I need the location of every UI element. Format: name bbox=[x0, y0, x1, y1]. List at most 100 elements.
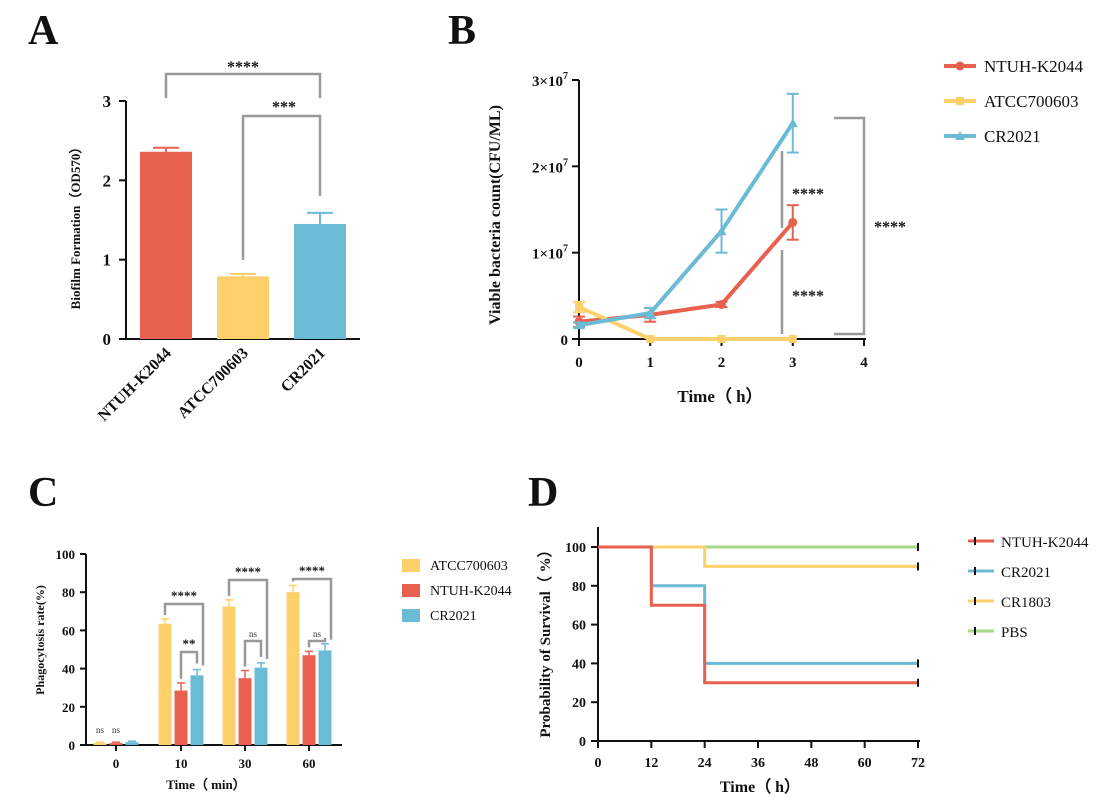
c-bar bbox=[302, 655, 316, 745]
c-sig-bracket-outer bbox=[291, 577, 333, 640]
b-y-tick-label: 0 bbox=[561, 333, 569, 349]
c-sig-bracket-inner bbox=[179, 650, 199, 679]
d-y-tick-label: 40 bbox=[572, 657, 586, 672]
b-data-point bbox=[716, 226, 727, 236]
b-legend-marker bbox=[956, 97, 964, 105]
d-y-tick-label: 20 bbox=[572, 696, 586, 711]
b-data-point bbox=[717, 299, 726, 309]
c-sig-label: ns bbox=[96, 725, 105, 735]
b-x-tick-label: 2 bbox=[718, 355, 726, 371]
b-x-axis-label: Time（ h） bbox=[677, 386, 762, 406]
b-legend-label: ATCC700603 bbox=[984, 92, 1078, 111]
a-sig-label-1: **** bbox=[227, 59, 259, 76]
b-data-point bbox=[788, 335, 797, 343]
c-sig-label: **** bbox=[171, 588, 197, 603]
c-sig-label: ns bbox=[313, 629, 322, 639]
b-data-point bbox=[646, 335, 655, 343]
c-sig-label: ** bbox=[183, 636, 196, 651]
d-y-tick-label: 100 bbox=[565, 541, 586, 556]
c-bar bbox=[109, 743, 123, 745]
c-bar bbox=[93, 743, 107, 745]
a-y-tick-label: 0 bbox=[103, 330, 112, 349]
b-x-tick-label: 3 bbox=[789, 355, 797, 371]
c-x-axis-label: Time（ min） bbox=[166, 777, 246, 792]
d-legend-label: CR1803 bbox=[1001, 595, 1051, 611]
c-sig-bracket-outer bbox=[227, 578, 269, 659]
b-y-axis-label: Viable bacteria count(CFU/ML) bbox=[487, 105, 504, 325]
c-x-tick-label: 10 bbox=[175, 756, 188, 771]
c-bar bbox=[254, 667, 268, 745]
b-data-point bbox=[574, 320, 584, 330]
b-y-tick-label: 2×107 bbox=[532, 157, 568, 176]
c-legend-label: CR2021 bbox=[430, 609, 477, 624]
b-legend-marker bbox=[955, 61, 965, 71]
c-legend-swatch bbox=[402, 584, 420, 597]
c-y-tick-label: 80 bbox=[62, 585, 75, 600]
b-data-point bbox=[717, 335, 726, 343]
b-sig-label-1: **** bbox=[792, 186, 824, 203]
c-x-tick-label: 30 bbox=[239, 756, 252, 771]
d-survival-curve bbox=[598, 545, 918, 685]
d-x-axis-label: Time（ h） bbox=[720, 778, 800, 796]
c-x-tick-label: 0 bbox=[113, 756, 120, 771]
b-y-tick-label: 1×107 bbox=[532, 244, 568, 263]
b-data-point bbox=[788, 217, 798, 227]
d-legend-label: PBS bbox=[1001, 625, 1028, 641]
c-legend-label: NTUH-K2044 bbox=[430, 584, 512, 599]
d-legend-label: CR2021 bbox=[1001, 565, 1051, 581]
c-x-tick-label: 60 bbox=[303, 756, 316, 771]
a-x-tick-label: ATCC700603 bbox=[175, 345, 252, 422]
c-sig-label: ns bbox=[112, 725, 121, 735]
c-legend-label: ATCC700603 bbox=[430, 559, 508, 574]
a-bar bbox=[140, 151, 192, 339]
b-series-line bbox=[578, 305, 793, 341]
c-sig-label: **** bbox=[299, 563, 325, 578]
c-y-tick-label: 60 bbox=[62, 623, 75, 638]
c-y-axis-label: Phagocytosis rate(%) bbox=[33, 585, 47, 695]
b-x-tick-label: 0 bbox=[575, 355, 583, 371]
a-x-tick-label: NTUH-K2044 bbox=[95, 345, 175, 425]
chart-b: 0 1×107 2×107 3×107 0 1 2 3 4 Viable bacteria c… bbox=[487, 57, 1084, 406]
a-bracket-1 bbox=[164, 72, 322, 98]
c-y-tick-label: 100 bbox=[56, 547, 76, 562]
b-legend-marker bbox=[955, 131, 965, 140]
d-survival-curve bbox=[598, 545, 918, 665]
b-x-tick-label: 1 bbox=[647, 355, 655, 371]
b-legend-label: CR2021 bbox=[984, 127, 1041, 146]
c-bar bbox=[222, 606, 236, 745]
a-bar bbox=[217, 276, 269, 339]
c-legend-swatch bbox=[402, 559, 420, 572]
c-sig-bracket-inner bbox=[307, 637, 327, 648]
panel-label-a: A bbox=[28, 8, 59, 54]
c-bar bbox=[125, 742, 139, 745]
b-sig-label-3: **** bbox=[874, 219, 906, 236]
c-sig-bracket-inner bbox=[243, 639, 263, 667]
d-y-axis-label: Probability of Survival（ %） bbox=[536, 542, 554, 737]
d-x-tick-label: 48 bbox=[804, 756, 818, 771]
d-survival-curve bbox=[598, 545, 918, 568]
panel-label-d: D bbox=[528, 470, 558, 516]
c-sig-label: ns bbox=[249, 629, 258, 639]
b-y-tick-label: 3×107 bbox=[532, 71, 568, 90]
b-sig-bracket-outer bbox=[834, 116, 866, 336]
c-bar bbox=[190, 675, 204, 745]
c-legend-swatch bbox=[402, 609, 420, 622]
b-sig-label-2: **** bbox=[792, 288, 824, 305]
a-bar bbox=[294, 223, 346, 339]
b-data-point bbox=[575, 303, 583, 312]
b-data-point bbox=[645, 308, 656, 318]
c-y-tick-label: 0 bbox=[69, 738, 76, 753]
c-bar bbox=[286, 592, 300, 745]
c-bar bbox=[174, 690, 188, 745]
d-x-tick-label: 60 bbox=[858, 756, 872, 771]
d-y-tick-label: 60 bbox=[572, 619, 586, 634]
panel-label-c: C bbox=[28, 470, 58, 516]
c-bar bbox=[318, 650, 332, 745]
d-x-tick-label: 36 bbox=[751, 756, 765, 771]
panel-label-b: B bbox=[448, 8, 476, 54]
chart-d: 0 20 40 60 80 100 0 12 24 36 48 60 72 Probability o… bbox=[536, 527, 1089, 796]
c-sig-label: **** bbox=[235, 564, 261, 579]
a-y-tick-label: 3 bbox=[103, 92, 112, 111]
